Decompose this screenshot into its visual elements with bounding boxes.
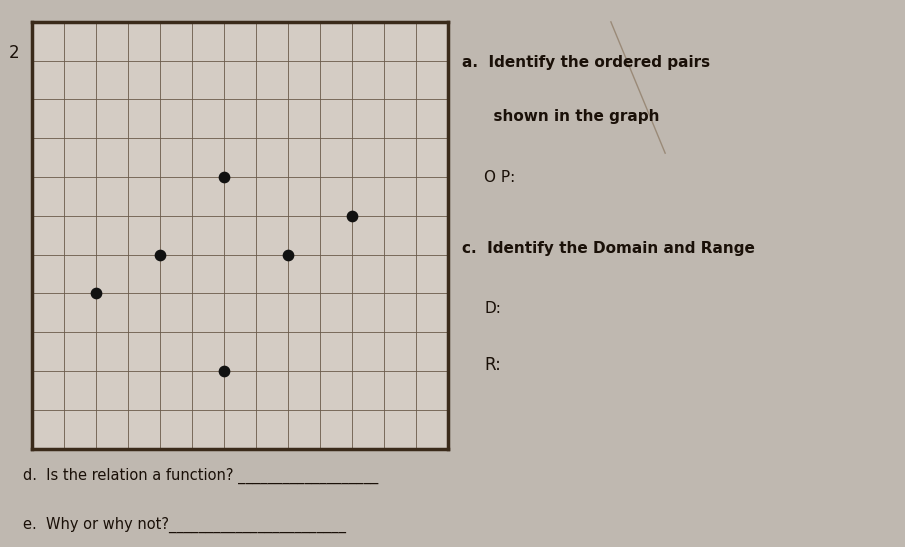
Point	[153, 250, 167, 259]
Point	[281, 250, 295, 259]
Text: 2: 2	[9, 44, 20, 62]
Text: D:: D:	[484, 301, 501, 316]
Text: e.  Why or why not?________________________: e. Why or why not?______________________…	[23, 517, 346, 533]
Text: shown in the graph: shown in the graph	[462, 109, 659, 124]
Point	[345, 212, 359, 220]
Point	[216, 173, 231, 182]
Text: d.  Is the relation a function? ___________________: d. Is the relation a function? _________…	[23, 468, 378, 484]
Point	[216, 366, 231, 375]
Point	[89, 289, 103, 298]
Text: c.  Identify the Domain and Range: c. Identify the Domain and Range	[462, 241, 755, 255]
Text: a.  Identify the ordered pairs: a. Identify the ordered pairs	[462, 55, 710, 69]
Text: R:: R:	[484, 356, 501, 374]
Text: O P:: O P:	[484, 170, 516, 184]
